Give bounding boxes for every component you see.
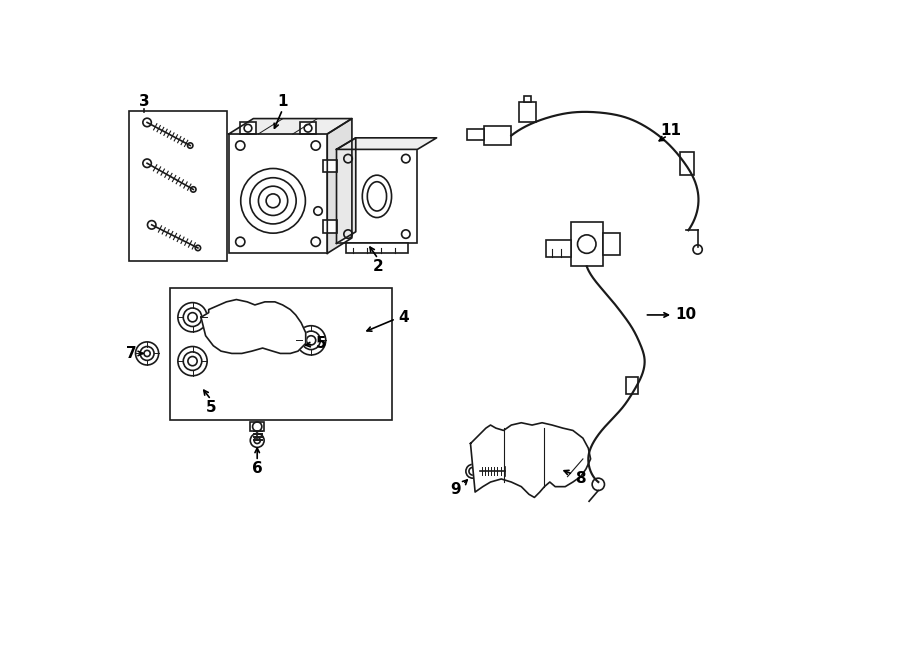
Text: 5: 5 [316, 336, 327, 351]
Polygon shape [201, 299, 306, 354]
Bar [129, 111, 227, 261]
Bar [229, 134, 328, 253]
Text: 7: 7 [126, 346, 137, 361]
Polygon shape [471, 423, 590, 498]
Bar [603, 233, 620, 255]
Bar [322, 160, 337, 173]
Bar [680, 152, 694, 175]
Bar [519, 102, 536, 122]
Polygon shape [337, 138, 356, 243]
Text: 6: 6 [252, 461, 263, 477]
Text: 2: 2 [373, 259, 383, 274]
Ellipse shape [363, 175, 392, 217]
Text: 9: 9 [450, 483, 461, 497]
Bar [346, 243, 408, 253]
Bar [626, 377, 638, 394]
Polygon shape [328, 118, 352, 253]
Bar [484, 126, 511, 145]
Bar [337, 149, 418, 243]
Bar [546, 240, 571, 257]
Bar [466, 130, 484, 140]
Text: 1: 1 [277, 94, 288, 109]
Text: 3: 3 [139, 94, 149, 109]
Bar [322, 220, 337, 233]
Text: 11: 11 [661, 123, 681, 137]
Bar [250, 422, 264, 431]
Text: 8: 8 [575, 471, 586, 486]
Text: 5: 5 [206, 400, 216, 415]
Bar [571, 222, 603, 266]
Bar [170, 288, 392, 420]
Text: 4: 4 [398, 310, 409, 325]
Polygon shape [229, 118, 352, 134]
Polygon shape [337, 138, 436, 149]
Ellipse shape [367, 182, 387, 211]
Bar [240, 122, 256, 134]
Bar [301, 122, 316, 134]
Bar [524, 97, 531, 102]
Text: 10: 10 [675, 307, 697, 323]
